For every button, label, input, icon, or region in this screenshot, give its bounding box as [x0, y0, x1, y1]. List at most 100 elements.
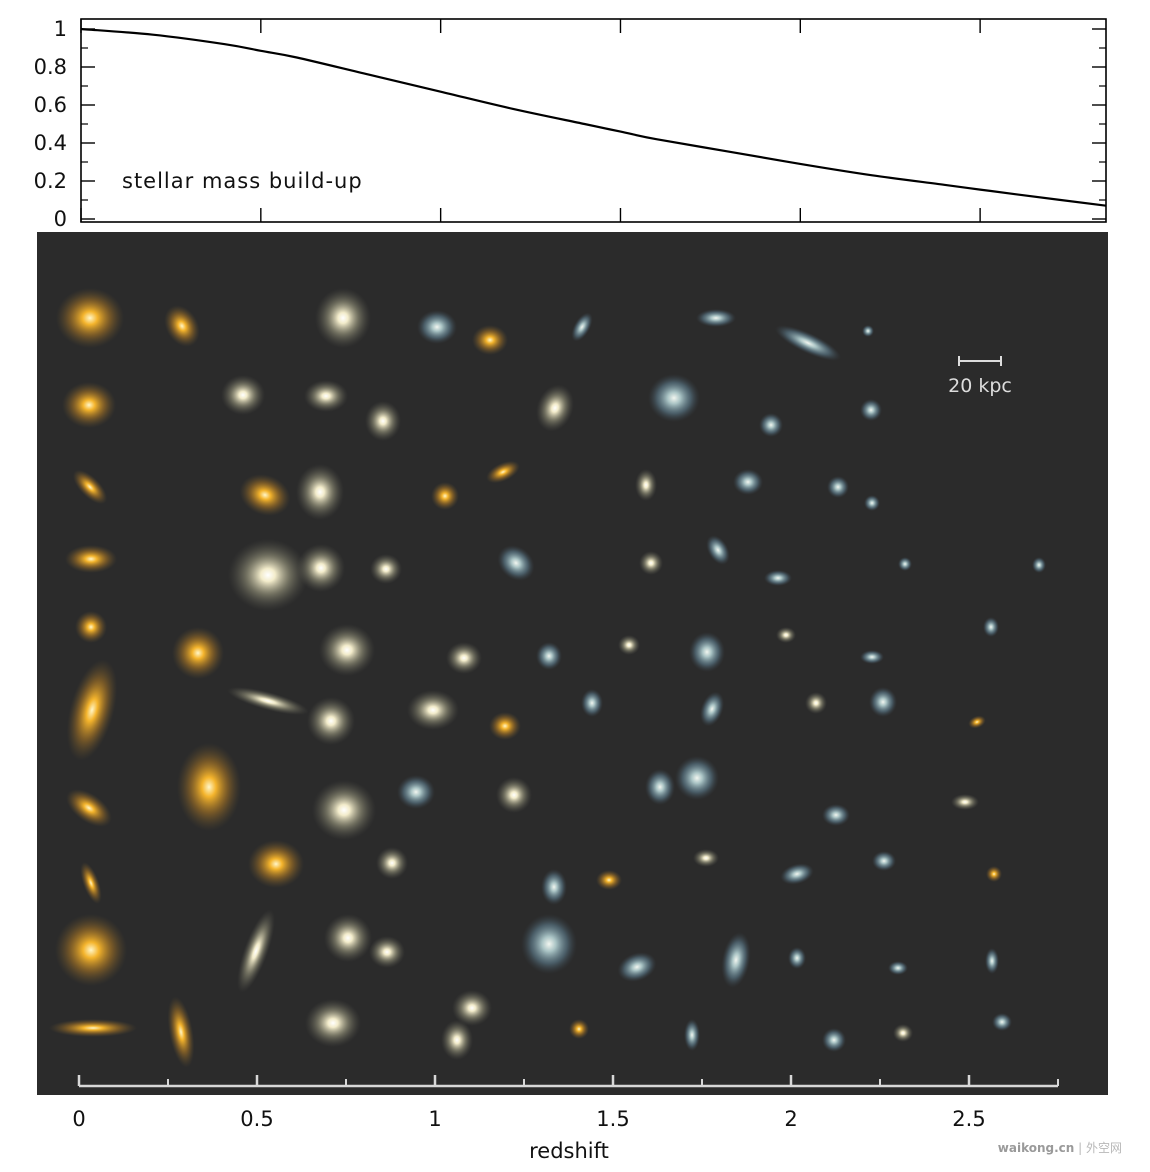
galaxy: [431, 482, 459, 510]
scale-bar: 20 kpc: [948, 356, 1012, 397]
galaxy: [324, 914, 372, 962]
galaxy: [80, 862, 102, 904]
watermark: waikong.cn | 外空网: [998, 1139, 1122, 1156]
curve-annotation: stellar mass build-up: [122, 169, 363, 193]
galaxy: [639, 551, 663, 575]
galaxy: [986, 866, 1002, 882]
galaxy: [888, 961, 908, 975]
galaxy: [446, 642, 482, 674]
watermark-name: 外空网: [1085, 1141, 1122, 1155]
galaxy: [365, 401, 401, 441]
galaxy: [496, 777, 532, 813]
galaxy: [684, 1019, 700, 1051]
galaxy: [369, 936, 405, 968]
galaxy: [985, 948, 999, 974]
galaxy: [221, 375, 265, 415]
galaxy: [376, 847, 408, 879]
y-tick-label: 0: [54, 207, 67, 231]
galaxy: [699, 691, 725, 727]
galaxy: [645, 769, 675, 805]
galaxy: [1032, 557, 1046, 573]
galaxy: [862, 325, 874, 337]
galaxy: [706, 535, 730, 565]
galaxy: [239, 474, 291, 516]
galaxy: [397, 775, 435, 809]
galaxy: [635, 469, 657, 501]
galaxy: [775, 325, 841, 361]
scale-bar-label: 20 kpc: [948, 375, 1012, 397]
galaxy: [721, 932, 751, 988]
galaxy: [581, 689, 603, 717]
galaxy: [869, 687, 897, 717]
galaxy: [822, 1028, 846, 1052]
galaxy: [472, 325, 508, 355]
y-tick-label: 1: [54, 17, 67, 41]
galaxy: [992, 1013, 1012, 1031]
redshift-tick-label: 1.5: [596, 1107, 629, 1131]
galaxy: [759, 413, 783, 437]
galaxy: [452, 990, 492, 1026]
galaxy: [536, 384, 574, 432]
galaxy: [693, 849, 719, 867]
galaxy: [497, 545, 535, 581]
top-x-axis: [80, 19, 981, 222]
galaxy: [417, 310, 457, 344]
galaxy: [228, 539, 308, 611]
galaxy: [860, 650, 884, 664]
watermark-separator: |: [1074, 1141, 1086, 1155]
galaxy: [296, 464, 344, 520]
galaxy: [72, 469, 108, 505]
galaxy: [62, 382, 116, 428]
galaxy: [486, 460, 520, 484]
galaxy: [407, 690, 459, 730]
galaxy: [319, 624, 375, 676]
galaxy: [441, 1020, 473, 1060]
galaxy: [297, 544, 345, 592]
galaxy: [898, 557, 912, 571]
galaxy: [648, 374, 700, 422]
galaxy: [951, 794, 979, 810]
top-y-axis: 0 0.2 0.4 0.6 0.8 1: [34, 17, 1106, 231]
galaxy: [75, 611, 107, 643]
galaxy: [304, 380, 348, 412]
galaxy: [822, 804, 850, 826]
galaxy: [541, 869, 567, 905]
redshift-tick-label: 1: [428, 1107, 441, 1131]
galaxy: [569, 1019, 589, 1039]
y-tick-label: 0.6: [34, 93, 67, 117]
top-plot-frame: [80, 18, 1107, 223]
galaxy: [893, 1024, 913, 1042]
galaxy: [596, 870, 622, 890]
galaxy-mosaic-panel: 20 kpc 0 0.5 1 1.5 2 2.5 redshift: [37, 232, 1108, 1163]
galaxy: [780, 863, 814, 885]
mass-buildup-panel: 0 0.2 0.4 0.6 0.8 1 stellar mass build-up: [34, 17, 1107, 231]
galaxy: [536, 642, 562, 670]
galaxy: [248, 840, 304, 888]
galaxy: [860, 399, 882, 421]
galaxy: [167, 996, 195, 1068]
galaxy: [370, 554, 402, 584]
y-tick-label: 0.2: [34, 169, 67, 193]
galaxy: [764, 570, 792, 586]
galaxy: [164, 305, 200, 347]
galaxy: [733, 469, 763, 495]
galaxy: [66, 659, 118, 761]
galaxy: [315, 288, 371, 348]
galaxy: [864, 495, 880, 511]
galaxy: [312, 780, 376, 840]
galaxy-images: [49, 288, 1046, 1068]
galaxy: [521, 914, 577, 974]
y-tick-label: 0.8: [34, 55, 67, 79]
galaxy: [172, 627, 224, 679]
galaxy: [66, 789, 112, 827]
watermark-site: waikong.cn: [997, 1141, 1075, 1155]
galaxy: [872, 851, 896, 871]
redshift-tick-label: 2: [784, 1107, 797, 1131]
galaxy: [227, 687, 309, 715]
galaxy: [968, 715, 986, 729]
redshift-tick-label: 0: [72, 1107, 85, 1131]
redshift-tick-label: 2.5: [952, 1107, 985, 1131]
galaxy: [696, 309, 736, 327]
galaxy: [489, 712, 521, 740]
